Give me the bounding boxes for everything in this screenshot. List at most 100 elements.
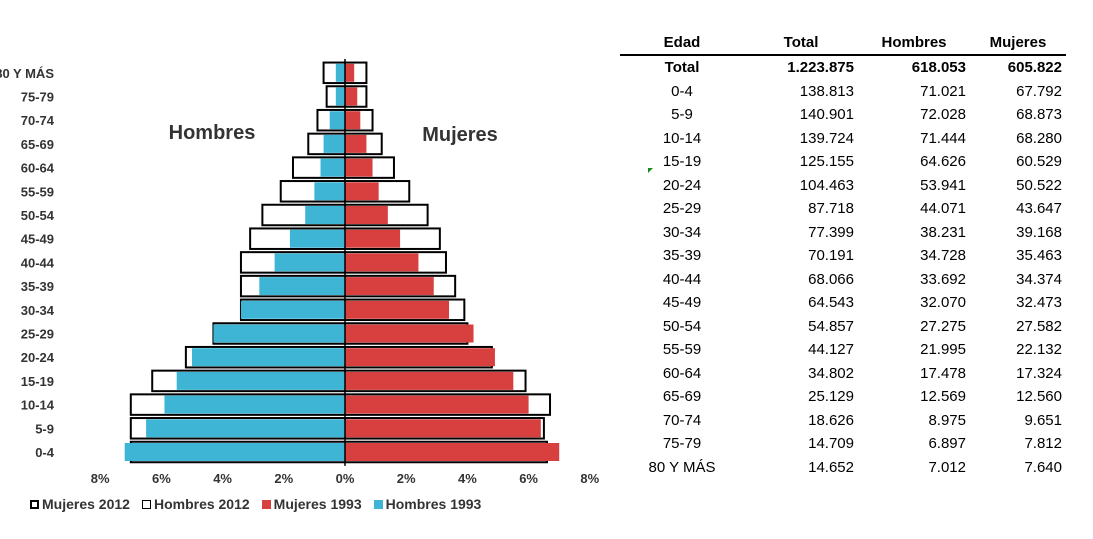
cell-mujeres: 12.560 (1016, 388, 1062, 406)
cell-edad: 75-79 (662, 435, 702, 453)
bar-mujeres-1993 (345, 229, 401, 248)
population-pyramid-chart: 0-4 5-9 10-14 15-19 20-24 25-29 30-34 35-39 40-4… (0, 58, 600, 512)
table-row: 75-79 14.709 6.897 7.812 (620, 432, 1066, 456)
cell-total: 70.191 (808, 247, 854, 265)
cell-hombres: 44.071 (920, 200, 966, 218)
cell-hombres: 53.941 (920, 176, 966, 194)
legend-item-hombres-1993: Hombres 1993 (373, 496, 482, 512)
cell-total: 87.718 (808, 200, 854, 218)
annotation-mujeres: Mujeres (422, 124, 498, 146)
bar-hombres-1993 (213, 324, 345, 343)
cell-mujeres: 34.374 (1016, 270, 1062, 288)
cell-hombres: 618.053 (911, 59, 966, 77)
chart-legend: Mujeres 2012 Hombres 2012 Mujeres 1993 H… (30, 496, 481, 512)
bar-mujeres-1993 (345, 111, 361, 130)
table-body: Total 1.223.875 618.053 605.822 0-4 138.813 71… (620, 55, 1066, 479)
cell-total: 140.901 (799, 106, 854, 124)
table-row: 30-34 77.399 38.231 39.168 (620, 221, 1066, 245)
cell-mujeres: 17.324 (1016, 364, 1062, 382)
bar-mujeres-1993 (345, 324, 474, 343)
bar-hombres-1993 (335, 87, 345, 106)
cell-hombres: 12.569 (920, 388, 966, 406)
bar-hombres-1993 (335, 63, 345, 82)
bar-mujeres-1993 (345, 277, 434, 296)
cell-edad: 10-14 (662, 129, 702, 147)
cell-total: 44.127 (808, 341, 854, 359)
table-row: 20-24 104.463 53.941 50.522 (620, 174, 1066, 198)
bar-hombres-1993 (259, 277, 345, 296)
legend-label-hombres-1993: Hombres 1993 (385, 496, 482, 512)
table-row: 55-59 44.127 21.995 22.132 (620, 338, 1066, 362)
table-row-total: Total 1.223.875 618.053 605.822 (620, 55, 1066, 80)
table-row: 10-14 139.724 71.444 68.280 (620, 127, 1066, 151)
x-tick-label: 4% (213, 471, 232, 486)
legend-item-mujeres-1993: Mujeres 1993 (261, 496, 362, 512)
bar-hombres-1993 (323, 134, 345, 153)
y-tick-label: 25-29 (21, 327, 54, 342)
legend-swatch-mujeres-2012 (30, 499, 39, 509)
header-edad: Edad (620, 30, 744, 56)
cell-mujeres: 60.529 (1016, 153, 1062, 171)
cell-total: 18.626 (808, 411, 854, 429)
cell-hombres: 7.012 (928, 458, 966, 476)
header-mujeres: Mujeres (970, 30, 1066, 56)
y-tick-label: 60-64 (21, 161, 55, 176)
bar-hombres-1993 (329, 111, 345, 130)
bar-hombres-1993 (192, 348, 345, 367)
y-tick-label: 70-74 (21, 113, 55, 128)
y-tick-label: 5-9 (35, 421, 54, 436)
table-row: 40-44 68.066 33.692 34.374 (620, 268, 1066, 292)
y-tick-label: 65-69 (21, 137, 54, 152)
bar-mujeres-1993 (345, 158, 373, 177)
bar-hombres-1993 (176, 371, 345, 390)
cell-hombres: 64.626 (920, 153, 966, 171)
bar-mujeres-1993 (345, 419, 541, 438)
cell-edad: 20-24 (662, 176, 702, 194)
bar-mujeres-1993 (345, 134, 367, 153)
x-tick-label: 0% (336, 471, 355, 486)
bar-hombres-1993 (289, 229, 345, 248)
cell-mujeres: 22.132 (1016, 341, 1062, 359)
legend-swatch-mujeres-1993 (261, 499, 271, 509)
cell-mujeres: 67.792 (1016, 82, 1062, 100)
cell-edad: 55-59 (662, 341, 702, 359)
bar-mujeres-1993 (345, 87, 358, 106)
y-tick-label: 0-4 (35, 445, 55, 460)
cell-hombres: 72.028 (920, 106, 966, 124)
bar-mujeres-1993 (345, 395, 529, 414)
header-hombres: Hombres (858, 30, 970, 56)
cell-edad: 50-54 (662, 317, 702, 335)
cell-hombres: 17.478 (920, 364, 966, 382)
bar-hombres-1993 (305, 206, 345, 224)
cell-hombres: 38.231 (920, 223, 966, 241)
cell-total: 34.802 (808, 364, 854, 382)
cell-hombres: 33.692 (920, 270, 966, 288)
table-row: 5-9 140.901 72.028 68.873 (620, 103, 1066, 127)
header-total: Total (744, 30, 858, 56)
cell-edad: Total (664, 59, 700, 77)
bar-hombres-1993 (240, 300, 345, 319)
cell-hombres: 34.728 (920, 247, 966, 265)
table-row: 50-54 54.857 27.275 27.582 (620, 315, 1066, 339)
cell-total: 125.155 (799, 153, 854, 171)
cell-mujeres: 9.651 (1024, 411, 1062, 429)
cell-total: 139.724 (799, 129, 854, 147)
cell-mujeres: 32.473 (1016, 294, 1062, 312)
bar-hombres-1993 (146, 419, 345, 438)
y-tick-label: 15-19 (21, 374, 54, 389)
table-row: 25-29 87.718 44.071 43.647 (620, 197, 1066, 221)
x-tick-label: 6% (519, 471, 538, 486)
cell-mujeres: 43.647 (1016, 200, 1062, 218)
cell-hombres: 6.897 (928, 435, 966, 453)
cell-mujeres: 605.822 (1007, 59, 1062, 77)
bar-mujeres-1993 (345, 206, 388, 224)
cell-total: 1.223.875 (787, 59, 854, 77)
legend-item-hombres-2012: Hombres 2012 (141, 496, 250, 512)
x-tick-label: 2% (397, 471, 416, 486)
y-tick-label: 55-59 (21, 184, 54, 199)
y-tick-label: 75-79 (21, 90, 54, 105)
y-tick-label: 80 Y MÁS (0, 66, 54, 81)
cell-mujeres: 68.873 (1016, 106, 1062, 124)
x-tick-label: 2% (274, 471, 293, 486)
cell-total: 138.813 (799, 82, 854, 100)
